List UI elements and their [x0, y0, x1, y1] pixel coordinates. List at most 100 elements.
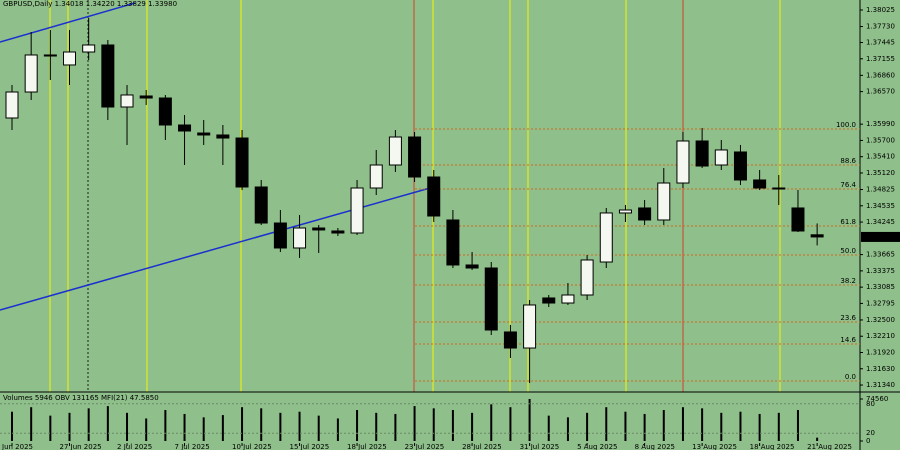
y-tick-label: 1.38025: [866, 6, 895, 14]
chart-title: GBPUSD,Daily 1.34018 1.34220 1.33829 1.3…: [3, 0, 177, 8]
price-label: 1.3398: [864, 233, 889, 241]
fib-label: 50.0: [840, 247, 856, 255]
x-tick-label: 18 Jul 2025: [347, 443, 387, 450]
volume-tick-label: 0: [866, 437, 870, 445]
candle-body: [24, 54, 38, 93]
fib-label: 38.2: [840, 277, 856, 285]
candle-body: [484, 267, 498, 331]
candle-body: [216, 134, 230, 139]
fib-label: 88.6: [840, 157, 856, 165]
candle-body: [312, 227, 326, 231]
x-tick-label: 27 Jun 2025: [60, 443, 102, 450]
fib-label: 76.4: [840, 181, 856, 189]
fib-label: 61.8: [840, 218, 856, 226]
candle-body: [695, 140, 709, 167]
y-tick-label: 1.31340: [866, 381, 895, 389]
candle-body: [599, 212, 613, 263]
candle-body: [810, 234, 824, 238]
candle-body: [542, 297, 556, 304]
y-tick-label: 1.37445: [866, 39, 895, 47]
y-tick-label: 1.35120: [866, 169, 895, 177]
candle-body: [676, 140, 690, 184]
candle-body: [561, 294, 575, 304]
y-tick-label: 1.32795: [866, 299, 895, 307]
candle-body: [369, 164, 383, 189]
candle-body: [43, 54, 57, 57]
candle-body: [235, 137, 249, 188]
fib-label: 23.6: [840, 314, 856, 322]
x-tick-label: Jun 2025: [1, 443, 33, 450]
x-tick-label: 7 Jul 2025: [175, 443, 210, 450]
mfi-tick-label: 80: [866, 400, 875, 408]
candle-body: [733, 151, 747, 181]
mfi-tick-label: 20: [866, 429, 875, 437]
candle-body: [178, 124, 192, 132]
candle-body: [254, 186, 268, 224]
candle-body: [465, 264, 479, 269]
y-tick-label: 1.36570: [866, 88, 895, 96]
y-tick-label: 1.31920: [866, 349, 895, 357]
y-tick-label: 1.35410: [866, 153, 895, 161]
candle-body: [82, 44, 96, 53]
candle-body: [580, 259, 594, 296]
candle-body: [120, 94, 134, 108]
fib-label: 100.0: [836, 121, 856, 129]
candle-body: [101, 44, 115, 108]
y-tick-label: 1.33665: [866, 251, 895, 259]
x-tick-label: 10 Jul 2025: [232, 443, 272, 450]
y-tick-label: 1.37730: [866, 23, 895, 31]
volume-title: Volumes 5946 OBV 131165 MFI(21) 47.5850: [3, 394, 159, 402]
candle-body: [5, 91, 19, 119]
candle-body: [446, 219, 460, 266]
y-tick-label: 1.32210: [866, 332, 895, 340]
x-tick-label: 18 Aug 2025: [750, 443, 795, 450]
y-tick-label: 1.31630: [866, 365, 895, 373]
candle-body: [523, 304, 537, 349]
plot-background: [0, 0, 860, 450]
fib-label: 14.6: [840, 336, 856, 344]
y-tick-label: 1.33085: [866, 283, 895, 291]
price-label-box: [861, 231, 900, 242]
candle-body: [158, 97, 172, 126]
candle-body: [772, 187, 786, 190]
x-tick-label: 23 Jul 2025: [405, 443, 445, 450]
candle-body: [657, 182, 671, 221]
candle-body: [408, 136, 422, 178]
candle-body: [791, 207, 805, 232]
candle-body: [197, 132, 211, 136]
candle-body: [63, 51, 77, 66]
candle-body: [427, 176, 441, 217]
y-tick-label: 1.34245: [866, 218, 895, 226]
candle-body: [638, 207, 652, 221]
candle-body: [503, 331, 517, 349]
candle-body: [714, 149, 728, 166]
volume-tick-label: 74560: [866, 395, 888, 403]
fib-label: 0.0: [845, 373, 856, 381]
candle-body: [331, 230, 345, 234]
y-tick-label: 1.35990: [866, 120, 895, 128]
candle-body: [753, 179, 767, 189]
y-tick-label: 1.34535: [866, 202, 895, 210]
y-tick-label: 1.35700: [866, 136, 895, 144]
x-tick-label: 2 Jul 2025: [117, 443, 152, 450]
y-tick-label: 1.36860: [866, 71, 895, 79]
trend-line: [0, 2, 136, 43]
x-tick-label: 8 Aug 2025: [635, 443, 675, 450]
candle-body: [139, 95, 153, 99]
x-tick-label: 5 Aug 2025: [577, 443, 617, 450]
x-tick-label: 28 Jul 2025: [462, 443, 502, 450]
x-tick-label: 21 Aug 2025: [807, 443, 852, 450]
x-tick-label: 13 Aug 2025: [692, 443, 737, 450]
y-tick-label: 1.34825: [866, 186, 895, 194]
x-tick-label: 31 Jul 2025: [520, 443, 560, 450]
candle-body: [618, 209, 632, 214]
y-tick-label: 1.33375: [866, 267, 895, 275]
y-tick-label: 1.32500: [866, 316, 895, 324]
candle-body: [273, 222, 287, 249]
candle-body: [293, 227, 307, 249]
candle-body: [350, 187, 364, 234]
x-tick-label: 15 Jul 2025: [290, 443, 330, 450]
y-tick-label: 1.37155: [866, 55, 895, 63]
